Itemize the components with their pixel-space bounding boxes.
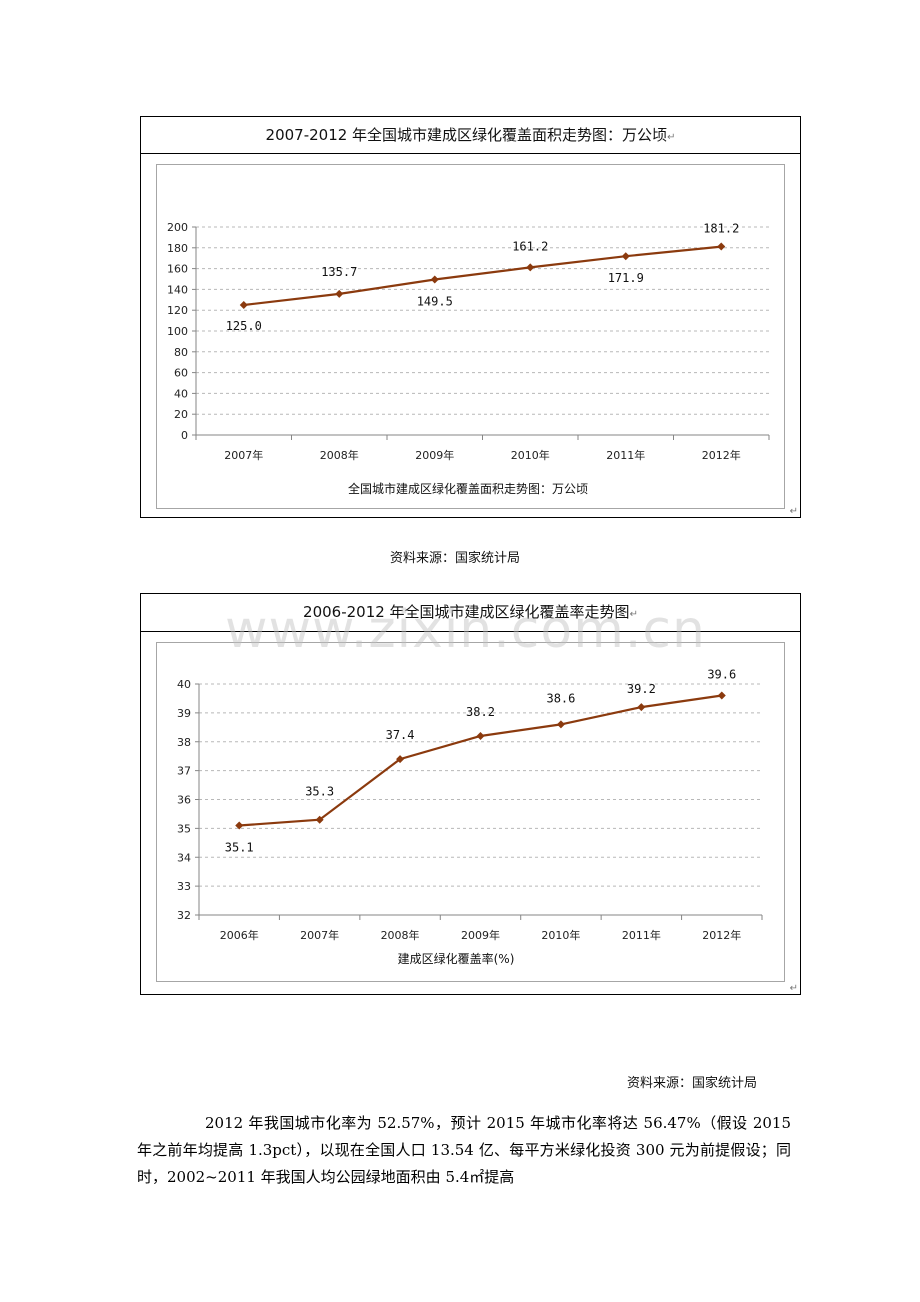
chart1-plot-area: 0 20 40 60 80 100 120 140 160 180 200 2007年 2008年 200… xyxy=(156,164,785,509)
x-tick-label: 2008年 xyxy=(320,448,359,462)
chart2-frame: 2006-2012 年全国城市建成区绿化覆盖率走势图↵ 32 33 34 35 36 37… xyxy=(140,593,801,995)
x-tick-label: 2012年 xyxy=(702,448,741,462)
chart1-frame: 2007-2012 年全国城市建成区绿化覆盖面积走势图：万公顷↵ 0 20 40 60… xyxy=(140,116,801,518)
x-tick-label: 2007年 xyxy=(300,928,339,942)
data-label: 38.6 xyxy=(546,691,575,705)
data-point xyxy=(235,821,244,830)
y-tick-label: 60 xyxy=(174,367,188,380)
y-tick-label: 37 xyxy=(177,765,191,778)
data-label: 161.2 xyxy=(512,239,548,253)
x-tick-label: 2012年 xyxy=(702,928,741,942)
data-point xyxy=(717,691,726,700)
paragraph-text: 2012 年我国城市化率为 52.57%，预计 2015 年城市化率将达 56.… xyxy=(137,1114,791,1186)
x-tick-label: 2010年 xyxy=(541,928,580,942)
x-tick-label: 2009年 xyxy=(461,928,500,942)
y-tick-label: 32 xyxy=(177,909,191,922)
series-line xyxy=(243,245,722,307)
x-tick-label: 2010年 xyxy=(511,448,550,462)
chart1-svg: 0 20 40 60 80 100 120 140 160 180 200 2007年 2008年 200… xyxy=(167,221,770,496)
y-tick-label: 39 xyxy=(177,707,191,720)
data-point xyxy=(556,720,565,729)
data-point xyxy=(621,252,630,261)
data-point xyxy=(637,703,646,712)
y-tick-label: 40 xyxy=(174,387,188,400)
x-tick-label: 2009年 xyxy=(415,448,454,462)
chart2-source: 资料来源：国家统计局 xyxy=(627,1076,758,1091)
y-tick-label: 38 xyxy=(177,736,191,749)
y-tick-label: 100 xyxy=(167,325,188,338)
data-label: 125.0 xyxy=(226,319,262,333)
chart2-title: 2006-2012 年全国城市建成区绿化覆盖率走势图↵ xyxy=(141,594,800,632)
y-tick-label: 180 xyxy=(167,242,188,255)
data-point xyxy=(239,301,248,309)
x-tick-label: 2007年 xyxy=(224,448,263,462)
data-label: 39.6 xyxy=(707,668,736,682)
x-tick-label: 2006年 xyxy=(220,928,259,942)
y-tick-label: 34 xyxy=(177,851,191,864)
data-label: 181.2 xyxy=(703,222,739,236)
chart2-return-mark: ↵ xyxy=(789,983,798,994)
y-tick-label: 200 xyxy=(167,221,188,234)
data-label: 39.2 xyxy=(627,682,656,696)
data-label: 37.4 xyxy=(386,728,415,742)
data-point xyxy=(717,242,726,251)
axis-title: 全国城市建成区绿化覆盖面积走势图：万公顷 xyxy=(348,481,588,496)
data-label: 35.3 xyxy=(305,785,334,799)
data-label: 35.1 xyxy=(225,840,254,854)
y-tick-label: 140 xyxy=(167,283,188,296)
chart1-source: 资料来源：国家统计局 xyxy=(390,551,521,566)
y-tick-label: 120 xyxy=(167,304,188,317)
y-tick-label: 80 xyxy=(174,346,188,359)
data-point xyxy=(335,289,344,298)
data-label: 149.5 xyxy=(417,295,453,309)
y-tick-label: 40 xyxy=(177,678,191,691)
y-tick-label: 20 xyxy=(174,408,188,421)
x-tick-label: 2008年 xyxy=(381,928,420,942)
data-label: 135.7 xyxy=(321,265,357,279)
watermark: www.zixin.com.cn xyxy=(225,600,706,660)
body-paragraph: 2012 年我国城市化率为 52.57%，预计 2015 年城市化率将达 56.… xyxy=(137,1110,791,1191)
data-point xyxy=(315,815,324,824)
data-point xyxy=(476,731,485,740)
data-point xyxy=(396,755,405,764)
y-tick-label: 36 xyxy=(177,794,191,807)
y-tick-label: 160 xyxy=(167,263,188,276)
y-tick-label: 35 xyxy=(177,822,191,835)
x-tick-label: 2011年 xyxy=(622,928,661,942)
chart2-svg: 32 33 34 35 36 37 38 39 40 2006年 2007年 2008年 2009年 20… xyxy=(177,668,763,966)
chart1-return-mark: ↵ xyxy=(789,506,798,517)
data-point xyxy=(526,263,535,272)
chart1-title: 2007-2012 年全国城市建成区绿化覆盖面积走势图：万公顷↵ xyxy=(141,117,800,154)
data-label: 38.2 xyxy=(466,705,495,719)
y-tick-label: 0 xyxy=(181,429,188,442)
x-tick-label: 2011年 xyxy=(606,448,645,462)
data-label: 171.9 xyxy=(608,271,644,285)
data-point xyxy=(430,275,439,284)
axis-title: 建成区绿化覆盖率(%) xyxy=(398,951,515,966)
y-tick-label: 33 xyxy=(177,880,191,893)
chart2-plot-area: 32 33 34 35 36 37 38 39 40 2006年 2007年 2008年 2009年 20… xyxy=(156,642,785,982)
